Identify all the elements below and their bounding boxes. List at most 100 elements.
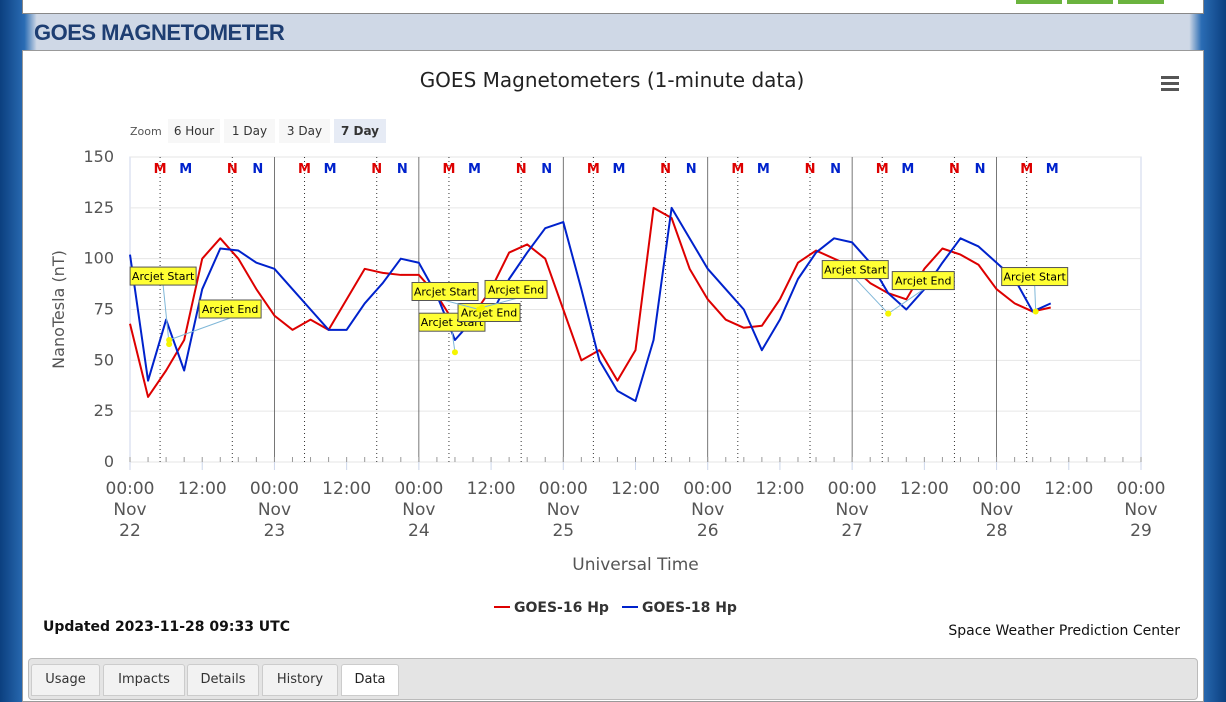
x-tick-label: 12:00	[467, 479, 516, 499]
tab[interactable]: History	[262, 664, 338, 696]
tab[interactable]: Usage	[31, 664, 100, 696]
x-tick-label: 23	[264, 521, 286, 541]
x-tick-label: 00:00	[539, 479, 588, 499]
marker-label: N	[227, 162, 238, 177]
marker-label: N	[397, 162, 408, 177]
x-tick-label: 22	[119, 521, 141, 541]
x-tick-label: 00:00	[683, 479, 732, 499]
marker-label: N	[371, 162, 382, 177]
x-tick-label: 00:00	[106, 479, 155, 499]
x-tick-label: Nov	[691, 500, 724, 520]
zoom-button-label[interactable]: 6 Hour	[174, 124, 214, 138]
x-tick-label: 28	[986, 521, 1008, 541]
x-tick-label: 12:00	[900, 479, 949, 499]
tab-bar: Usage Impacts Details History Data	[28, 658, 1198, 700]
annotation-connector	[451, 331, 456, 353]
zoom-button[interactable]	[224, 119, 275, 143]
x-tick-label: 27	[841, 521, 863, 541]
credit: Space Weather Prediction Center	[948, 623, 1180, 639]
marker-label: N	[516, 162, 527, 177]
annotation-point	[1032, 308, 1039, 315]
y-tick-label: 125	[83, 198, 114, 217]
annotation-connector	[481, 297, 517, 308]
tab[interactable]: Details	[187, 664, 259, 696]
marker-label: N	[830, 162, 841, 177]
zoom-button-label[interactable]: 7 Day	[341, 124, 379, 138]
menu-icon[interactable]	[1161, 82, 1179, 85]
x-tick-label: Nov	[113, 500, 146, 520]
button[interactable]	[1016, 0, 1062, 4]
marker-label: M	[901, 162, 914, 177]
marker-label: M	[468, 162, 481, 177]
marker-label: M	[442, 162, 455, 177]
annotation-box	[484, 279, 548, 299]
x-tick-label: 00:00	[250, 479, 299, 499]
x-tick-label: 00:00	[972, 479, 1021, 499]
y-tick-label: 0	[104, 452, 114, 471]
annotation-label: Arcjet End	[461, 307, 517, 320]
annotation-box	[821, 260, 889, 280]
zoom-button-label[interactable]: 3 Day	[287, 124, 322, 138]
chart-title: GOES Magnetometers (1-minute data)	[420, 68, 805, 92]
x-tick-label: 26	[697, 521, 719, 541]
annotation-point	[451, 349, 458, 356]
annotation-connector	[1034, 285, 1037, 312]
marker-label: N	[541, 162, 552, 177]
menu-icon[interactable]	[1161, 88, 1179, 91]
marker-label: N	[949, 162, 960, 177]
zoom-label: Zoom	[130, 125, 162, 138]
marker-label: M	[1046, 162, 1059, 177]
button[interactable]	[1067, 0, 1113, 4]
marker-label: M	[154, 162, 167, 177]
x-tick-label: 00:00	[394, 479, 443, 499]
zoom-button[interactable]	[279, 119, 330, 143]
x-tick-label: Nov	[1124, 500, 1157, 520]
marker-label: M	[876, 162, 889, 177]
marker-label: M	[731, 162, 744, 177]
y-tick-label: 50	[94, 350, 114, 369]
annotation-label: Arcjet Start	[132, 270, 195, 283]
annotation-box	[129, 266, 197, 286]
marker-label: N	[686, 162, 697, 177]
annotation-connector	[162, 285, 170, 345]
annotation-box	[891, 271, 955, 291]
panel	[22, 50, 1204, 702]
series-line	[129, 206, 1052, 402]
legend-label: GOES-16 Hp	[514, 600, 609, 616]
zoom-button[interactable]	[334, 119, 386, 143]
x-tick-label: 24	[408, 521, 430, 541]
x-tick-label: 00:00	[828, 479, 877, 499]
marker-label: M	[298, 162, 311, 177]
annotation-point	[166, 337, 173, 343]
y-tick-label: 25	[94, 401, 114, 420]
menu-icon[interactable]	[1161, 76, 1179, 79]
marker-label: M	[179, 162, 192, 177]
x-tick-label: Nov	[836, 500, 869, 520]
button[interactable]	[1118, 0, 1164, 4]
legend-label: GOES-18 Hp	[642, 600, 737, 616]
tab[interactable]: Impacts	[103, 664, 185, 696]
x-tick-label: 25	[552, 521, 574, 541]
series-line	[129, 206, 1051, 398]
annotation-label: Arcjet End	[202, 303, 258, 316]
annotation-label: Arcjet Start	[824, 264, 887, 277]
x-tick-label: Nov	[980, 500, 1013, 520]
x-tick-label: Nov	[402, 500, 435, 520]
annotation-connector	[887, 289, 924, 314]
annotation-label: Arcjet Start	[1004, 271, 1067, 284]
x-tick-label: 12:00	[611, 479, 660, 499]
annotation-point	[885, 310, 892, 317]
annotation-box	[411, 282, 479, 301]
x-tick-label: 12:00	[178, 479, 227, 499]
x-tick-label: 12:00	[1044, 479, 1093, 499]
annotation-connector	[854, 278, 889, 314]
x-tick-label: 29	[1130, 521, 1152, 541]
marker-label: M	[1020, 162, 1033, 177]
y-axis-label: NanoTesla (nT)	[49, 250, 68, 369]
zoom-button[interactable]	[168, 119, 220, 143]
tab[interactable]: Data	[341, 664, 399, 696]
updated-time: Updated 2023-11-28 09:33 UTC	[43, 619, 290, 635]
annotation-label: Arcjet End	[895, 275, 951, 288]
zoom-button-label[interactable]: 1 Day	[232, 124, 267, 138]
